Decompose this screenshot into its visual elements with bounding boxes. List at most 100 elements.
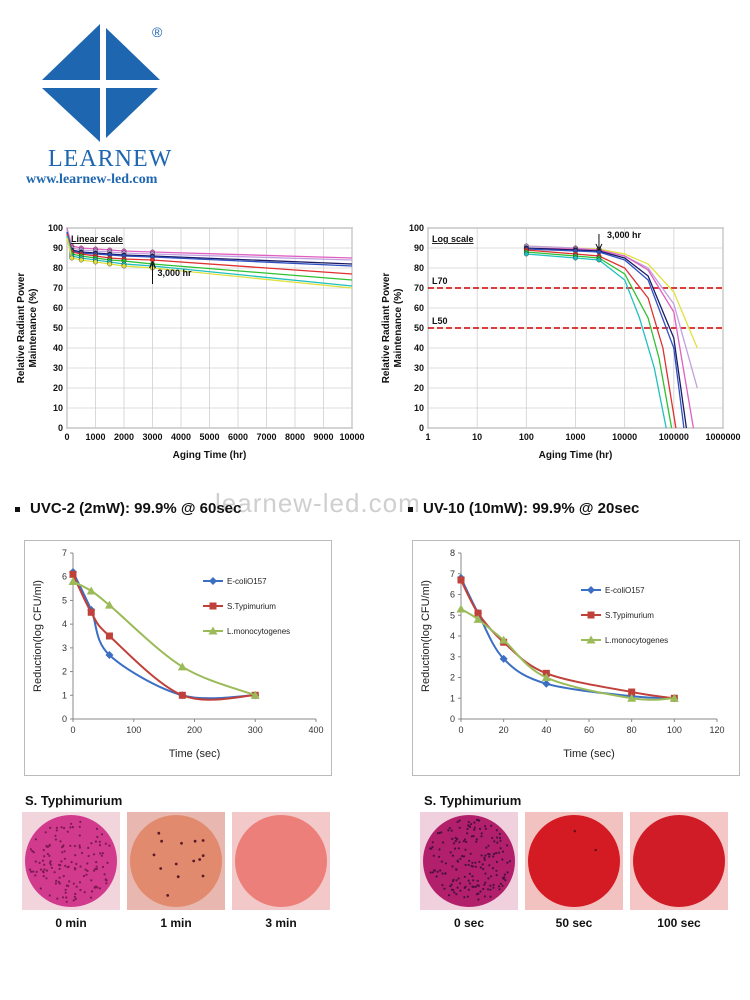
colony-dot [78, 834, 81, 837]
colony-dot [487, 853, 490, 856]
colony-dot [74, 854, 77, 857]
colony-dot [468, 872, 471, 875]
colony-dot [66, 830, 69, 833]
y-tick-label: 80 [414, 263, 424, 273]
colony-dot [487, 844, 490, 847]
y-tick-label: 70 [53, 283, 63, 293]
uvc2-title: UVC-2 (2mW): 99.9% @ 60sec [15, 500, 241, 517]
y-tick-label: 1 [450, 693, 455, 703]
colony-dot [55, 879, 58, 882]
colony-dot [100, 854, 103, 857]
colony-dot [453, 891, 456, 894]
colony-dot [441, 872, 444, 875]
colony-dot [490, 824, 493, 827]
colony-dot [469, 852, 472, 855]
colony-dot [468, 859, 471, 862]
series-line [72, 571, 256, 700]
x-tick-label: 4000 [171, 432, 191, 442]
y-tick-label: 20 [53, 383, 63, 393]
colony-dot [469, 823, 473, 826]
colony-dot [48, 844, 51, 847]
colony-dot [157, 831, 161, 835]
colony-dot [454, 840, 457, 843]
x-tick-label: 100000 [659, 432, 689, 442]
colony-dot [53, 871, 56, 874]
data-point [523, 251, 529, 257]
colony-dot [503, 876, 506, 879]
colony-dot [49, 860, 52, 863]
colony-dot [458, 841, 461, 844]
colony-dot [488, 864, 491, 867]
y-tick-label: 5 [450, 610, 455, 620]
colony-dot [483, 858, 486, 861]
y-tick-label: 20 [414, 383, 424, 393]
colony-dot [29, 848, 32, 851]
colony-dot [594, 848, 597, 852]
colony-dot [454, 847, 457, 850]
colony-dot [506, 861, 509, 864]
colony-dot [69, 826, 72, 829]
colony-dot [448, 894, 451, 897]
colony-dot [58, 867, 61, 870]
colony-dot [96, 835, 99, 839]
colony-dot [79, 865, 82, 868]
colony-dot [489, 888, 492, 891]
colony-dot [39, 868, 42, 871]
colony-dot [87, 846, 90, 849]
data-point [68, 576, 78, 585]
x-tick-label: 60 [584, 725, 594, 735]
colony-dot [87, 854, 90, 858]
colony-dot [474, 861, 477, 864]
colony-dot [90, 890, 94, 893]
colony-dot [452, 842, 456, 845]
x-axis-label: Time (sec) [563, 748, 615, 760]
colony-dot [193, 839, 197, 843]
colony-dot [201, 874, 205, 878]
colony-dot [180, 841, 183, 845]
colony-dot [441, 884, 444, 887]
colony-dot [499, 882, 502, 885]
colony-dot [464, 885, 467, 888]
data-point [105, 650, 114, 659]
x-tick-label: 1000 [565, 432, 585, 442]
x-tick-label: 10000 [339, 432, 364, 442]
right-plates [420, 812, 728, 910]
y-axis-label: Relative Radiant PowerMaintenance (%) [16, 273, 39, 384]
data-point [93, 259, 98, 265]
data-point [104, 600, 114, 609]
colony-dot [499, 847, 502, 850]
colony-dot [473, 828, 476, 831]
uv10-title: UV-10 (10mW): 99.9% @ 20sec [408, 500, 639, 517]
x-tick-label: 2000 [114, 432, 134, 442]
y-tick-label: 0 [419, 423, 424, 433]
colony-dot [444, 862, 447, 865]
data-point [456, 604, 466, 613]
brand-url[interactable]: www.learnew-led.com [26, 172, 158, 187]
colony-dot [59, 864, 62, 867]
data-point [541, 673, 551, 681]
colony-dot [68, 880, 71, 883]
colony-dot [497, 851, 501, 854]
x-tick-label: 100 [667, 725, 682, 735]
x-tick-label: 1000 [85, 432, 105, 442]
y-tick-label: 90 [414, 243, 424, 253]
colony-dot [74, 897, 77, 901]
x-tick-label: 1000000 [705, 432, 740, 442]
colony-dot [431, 871, 434, 874]
data-point [78, 257, 84, 263]
y-tick-label: 50 [53, 323, 63, 333]
x-tick-label: 8000 [285, 432, 305, 442]
colony-dot [495, 869, 498, 872]
y-tick-label: 40 [414, 343, 424, 353]
y-tick-label: 0 [62, 714, 67, 724]
colony-dot [159, 867, 163, 870]
colony-dot [48, 894, 51, 897]
plate-100sec [633, 815, 725, 907]
x-axis-label: Time (sec) [169, 748, 221, 760]
colony-dot [498, 832, 501, 836]
plate-3min [235, 815, 327, 907]
colony-dot [457, 847, 460, 850]
colony-dot [79, 820, 82, 823]
colony-dot [75, 862, 78, 866]
